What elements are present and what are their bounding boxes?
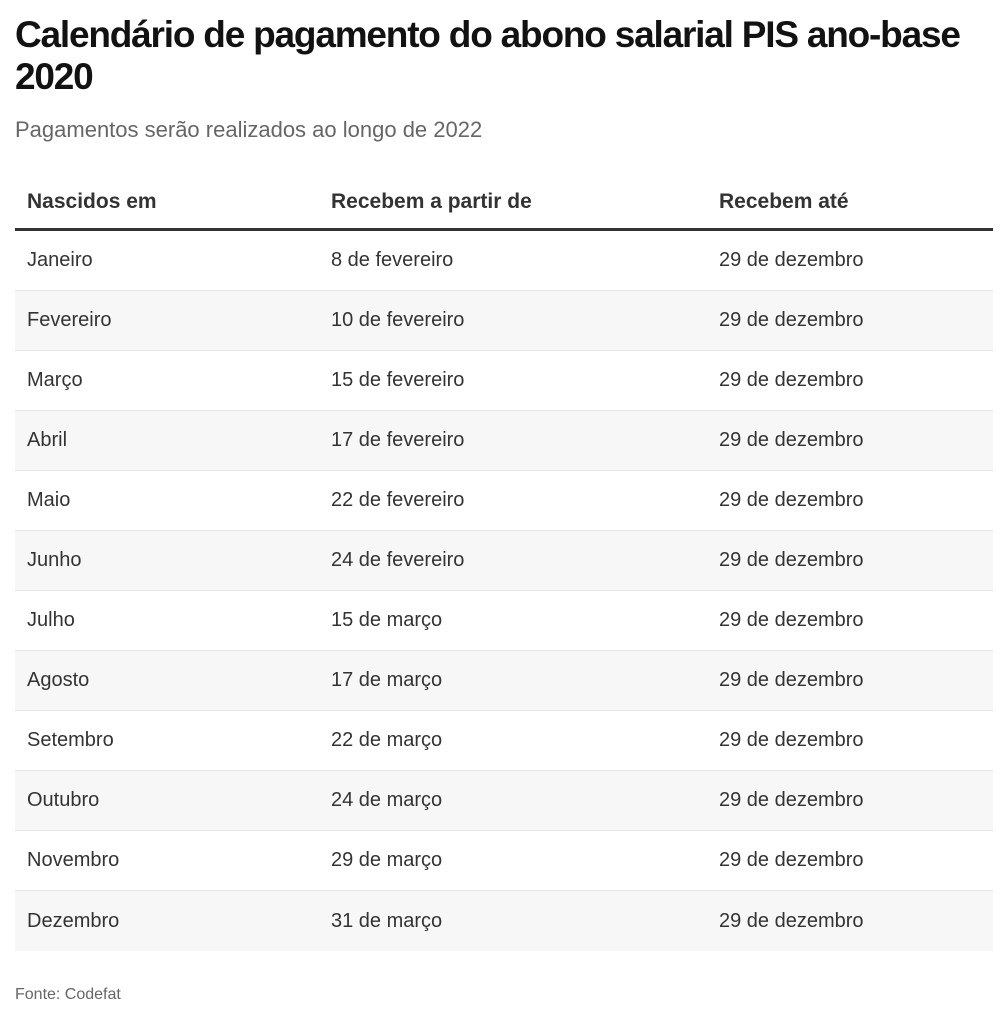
cell-born-in: Janeiro (27, 249, 93, 271)
cell-receive-until: 29 de dezembro (719, 789, 864, 811)
cell-receive-from: 31 de março (331, 909, 443, 932)
payment-calendar-table: Nascidos em Recebem a partir de Recebem … (15, 172, 993, 951)
page-title: Calendário de pagamento do abono salaria… (15, 14, 961, 97)
cell-receive-from: 15 de março (331, 609, 443, 631)
cell-receive-until: 29 de dezembro (719, 669, 864, 691)
cell-receive-until: 29 de dezembro (719, 909, 864, 932)
cell-receive-until: 29 de dezembro (719, 489, 864, 511)
table-row: Maio 22 de fevereiro 29 de dezembro (15, 471, 993, 531)
cell-receive-from: 24 de março (331, 789, 443, 811)
column-header-born-in: Nascidos em (27, 190, 157, 213)
cell-receive-until: 29 de dezembro (719, 729, 864, 751)
cell-receive-from: 22 de março (331, 729, 443, 751)
column-header-receive-from: Recebem a partir de (331, 190, 532, 213)
cell-born-in: Junho (27, 549, 82, 571)
cell-born-in: Fevereiro (27, 309, 112, 331)
page-subtitle: Pagamentos serão realizados ao longo de … (15, 117, 483, 142)
table-row: Outubro 24 de março 29 de dezembro (15, 771, 993, 831)
table-row: Julho 15 de março 29 de dezembro (15, 591, 993, 651)
cell-receive-from: 17 de março (331, 669, 443, 691)
cell-receive-until: 29 de dezembro (719, 429, 864, 451)
cell-born-in: Setembro (27, 729, 114, 751)
cell-receive-from: 15 de fevereiro (331, 369, 465, 391)
table-header: Nascidos em Recebem a partir de Recebem … (15, 172, 993, 231)
cell-receive-until: 29 de dezembro (719, 609, 864, 631)
cell-born-in: Julho (27, 609, 75, 631)
cell-born-in: Agosto (27, 669, 90, 691)
cell-born-in: Novembro (27, 849, 120, 871)
cell-receive-until: 29 de dezembro (719, 249, 864, 271)
cell-receive-until: 29 de dezembro (719, 369, 864, 391)
cell-born-in: Abril (27, 429, 68, 451)
source-note: Fonte: Codefat (15, 986, 121, 1003)
table-row: Setembro 22 de março 29 de dezembro (15, 711, 993, 771)
cell-receive-from: 22 de fevereiro (331, 489, 465, 511)
cell-born-in: Março (27, 369, 83, 391)
cell-receive-until: 29 de dezembro (719, 309, 864, 331)
table-row: Dezembro 31 de março 29 de dezembro (15, 891, 993, 951)
table-row: Novembro 29 de março 29 de dezembro (15, 831, 993, 891)
table-row: Março 15 de fevereiro 29 de dezembro (15, 351, 993, 411)
table-row: Janeiro 8 de fevereiro 29 de dezembro (15, 231, 993, 291)
cell-born-in: Dezembro (27, 909, 120, 932)
cell-born-in: Maio (27, 489, 71, 511)
table-row: Agosto 17 de março 29 de dezembro (15, 651, 993, 711)
cell-receive-from: 10 de fevereiro (331, 309, 465, 331)
cell-receive-until: 29 de dezembro (719, 849, 864, 871)
table-row: Junho 24 de fevereiro 29 de dezembro (15, 531, 993, 591)
cell-receive-from: 29 de março (331, 849, 443, 871)
cell-receive-from: 17 de fevereiro (331, 429, 465, 451)
column-header-receive-until: Recebem até (719, 190, 849, 213)
cell-receive-from: 8 de fevereiro (331, 249, 454, 271)
table-body: Janeiro 8 de fevereiro 29 de dezembro Fever… (15, 231, 993, 951)
table-row: Fevereiro 10 de fevereiro 29 de dezembro (15, 291, 993, 351)
cell-receive-until: 29 de dezembro (719, 549, 864, 571)
table-row: Abril 17 de fevereiro 29 de dezembro (15, 411, 993, 471)
cell-receive-from: 24 de fevereiro (331, 549, 465, 571)
cell-born-in: Outubro (27, 789, 100, 811)
